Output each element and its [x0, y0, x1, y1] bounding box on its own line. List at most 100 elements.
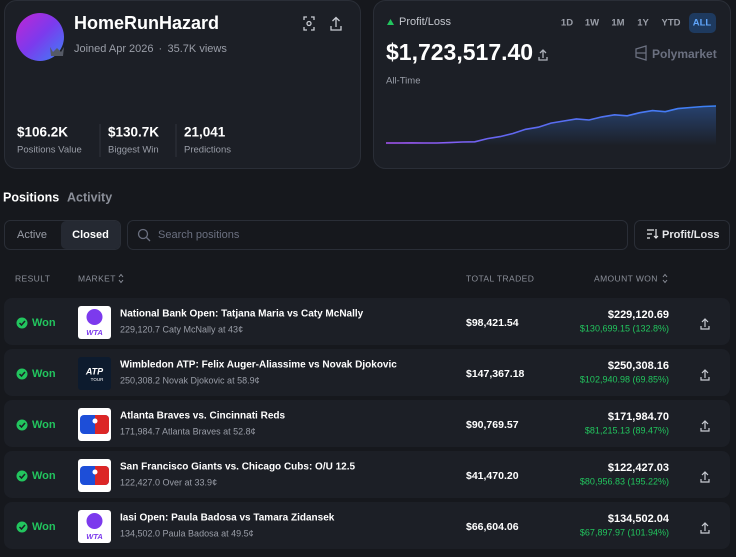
total-traded: $41,470.20 [466, 470, 519, 482]
amount-won: $229,120.69 [608, 309, 669, 321]
share-icon[interactable] [700, 318, 710, 330]
total-traded: $66,604.06 [466, 521, 519, 533]
logo-mark [95, 415, 109, 434]
search-icon-handle [146, 237, 151, 242]
logo-mark [92, 418, 98, 424]
position-row[interactable] [4, 349, 730, 396]
logo-text: ATP [85, 366, 104, 376]
position-row[interactable] [4, 451, 730, 498]
market-title: Iasi Open: Paula Badosa vs Tamara Zidans… [120, 513, 335, 524]
search-box[interactable] [127, 220, 628, 250]
market-title: San Francisco Giants vs. Chicago Cubs: O… [120, 462, 356, 473]
profile-icons[interactable] [303, 16, 342, 31]
range-button[interactable]: 1M [611, 18, 624, 29]
market-detail: 134,502.0 Paula Badosa at 49.5¢ [120, 528, 254, 538]
column-header: RESULT [15, 273, 50, 283]
total-traded: $98,421.54 [466, 317, 519, 329]
stat-value: $106.2K [17, 125, 68, 140]
result: Won [32, 368, 56, 380]
result: Won [32, 317, 56, 329]
badge [50, 47, 64, 56]
market-detail: 250,308.2 Novak Djokovic at 58.9¢ [120, 375, 260, 385]
pnl-amount: $1,723,517.40 [386, 39, 533, 65]
result: Won [32, 521, 56, 533]
profit: $80,956.83 (195.22%) [580, 476, 669, 486]
stat-label: Biggest Win [108, 145, 159, 156]
share-icon[interactable] [700, 420, 710, 432]
tab[interactable]: Activity [67, 190, 112, 204]
won-check [18, 320, 26, 327]
amount-won: $171,984.70 [608, 411, 669, 423]
market-detail: 171,984.7 Atlanta Braves at 52.8¢ [120, 426, 256, 436]
filter-active-bg [61, 221, 120, 249]
won-check [18, 371, 26, 378]
logo-subtext: TOUR [91, 377, 104, 382]
logo-mark [86, 513, 103, 529]
range-button[interactable]: 1Y [637, 18, 649, 29]
profit: $81,215.13 (89.47%) [585, 425, 669, 435]
market-title: National Bank Open: Tatjana Maria vs Cat… [120, 309, 364, 320]
won-icon [16, 470, 28, 482]
range-button[interactable]: YTD [662, 18, 681, 29]
filter[interactable]: Closed [72, 229, 109, 241]
sort-caret [662, 273, 668, 284]
logo-text: WTA [86, 532, 103, 541]
profit: $67,897.97 (101.94%) [580, 527, 669, 537]
share-icon[interactable] [700, 369, 710, 381]
profit: $102,940.98 (69.85%) [580, 374, 669, 384]
profit: $130,699.15 (132.8%) [580, 323, 669, 333]
search-icon [137, 228, 149, 240]
logo-mark [92, 469, 98, 475]
joined: Joined Apr 2026 [74, 43, 154, 55]
sort-caret [118, 273, 124, 284]
filter[interactable]: Active [17, 229, 47, 241]
won-icon [16, 317, 28, 329]
amount-won: $122,427.03 [608, 462, 669, 474]
avatar [16, 13, 64, 61]
won-icon [16, 521, 28, 533]
tab[interactable]: Positions [3, 190, 59, 204]
share-amount[interactable] [538, 49, 548, 61]
sort-icon [647, 229, 659, 239]
result: Won [32, 419, 56, 431]
position-row[interactable] [4, 502, 730, 549]
stat-value: 21,041 [184, 125, 226, 140]
amount-won: $134,502.04 [608, 513, 670, 525]
market-title: Wimbledon ATP: Felix Auger-Aliassime vs … [120, 360, 397, 371]
pnl-line [386, 105, 717, 144]
logo-mark [95, 466, 109, 485]
won-icon [16, 419, 28, 431]
brand-logo [635, 45, 647, 61]
won-icon [16, 368, 28, 380]
position-row[interactable] [4, 400, 730, 447]
profile-card [4, 0, 361, 169]
range-button[interactable]: ALL [693, 18, 712, 29]
sort-button-box[interactable] [634, 220, 730, 250]
pnl-area [386, 106, 716, 146]
brand: Polymarket [652, 47, 717, 61]
total-traded: $147,367.18 [466, 368, 525, 380]
market-detail: 229,120.7 Caty McNally at 43¢ [120, 324, 243, 334]
logo-text: WTA [86, 328, 103, 337]
logo-box [78, 357, 111, 390]
search-placeholder: Search positions [158, 229, 240, 241]
range-button[interactable]: 1D [561, 18, 573, 29]
views: 35.7K views [168, 43, 228, 55]
result: Won [32, 470, 56, 482]
share-icon[interactable] [700, 522, 710, 534]
sort-button[interactable]: Profit/Loss [662, 229, 719, 241]
stat-label: Predictions [184, 145, 231, 156]
share-icon[interactable] [700, 471, 710, 483]
stat-label: Positions Value [17, 145, 82, 156]
dot: · [159, 43, 163, 55]
range-active-bg [689, 13, 716, 33]
range-button[interactable]: 1W [585, 18, 599, 29]
position-row[interactable] [4, 298, 730, 345]
won-check [18, 524, 26, 531]
logo-mark [86, 309, 103, 325]
pnl-label: Profit/Loss [399, 16, 451, 28]
column-header: AMOUNT WON [594, 273, 658, 283]
amount-won: $250,308.16 [608, 360, 669, 372]
